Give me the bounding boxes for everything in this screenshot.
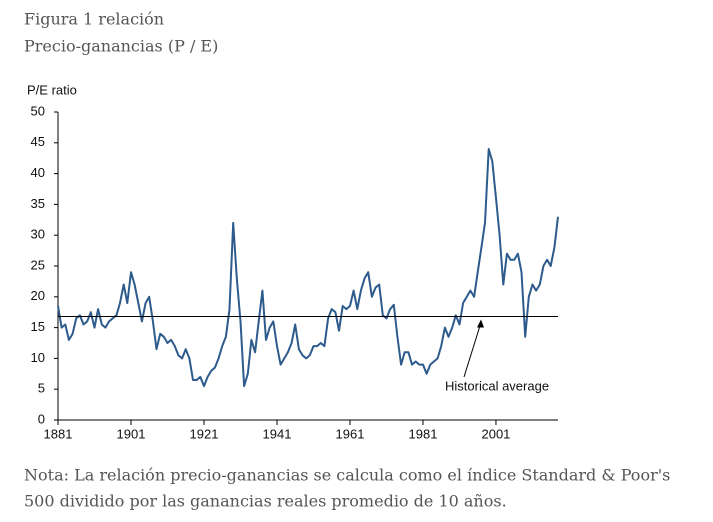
x-tick-label: 1941 xyxy=(263,426,292,441)
line xyxy=(57,148,559,388)
x-tick-label: 1981 xyxy=(409,426,438,441)
y-tick-label: 0 xyxy=(38,411,45,426)
annotation: Historical average xyxy=(445,378,549,393)
y-axis-label: P/E ratio xyxy=(27,82,77,97)
note: Nota: La relación precio-ganancias se ca… xyxy=(24,466,670,485)
x-tick-label: 2001 xyxy=(481,426,510,441)
x-tick-label: 1961 xyxy=(336,426,365,441)
y-tick-label: 40 xyxy=(31,165,45,180)
chart-subtitle: Precio-ganancias (P / E) xyxy=(24,37,218,56)
y-tick-label: 30 xyxy=(31,227,45,242)
x-tick-label: 1901 xyxy=(117,426,146,441)
y-tick-label: 45 xyxy=(31,134,45,149)
note: 500 dividido por las ganancias reales pr… xyxy=(24,492,507,511)
y-tick-label: 10 xyxy=(31,350,45,365)
arrow-head xyxy=(477,319,484,328)
y-tick-label: 20 xyxy=(31,288,45,303)
x-tick-label: 1921 xyxy=(190,426,219,441)
y-tick-label: 5 xyxy=(38,381,45,396)
chart-title: Figura 1 relación xyxy=(24,10,164,29)
y-tick-label: 15 xyxy=(31,319,45,334)
y-tick-label: 35 xyxy=(31,196,45,211)
y-tick-label: 50 xyxy=(31,103,45,118)
annotation-arrow xyxy=(463,322,482,378)
x-tick-label: 1881 xyxy=(44,426,73,441)
y-tick-label: 25 xyxy=(31,257,45,272)
